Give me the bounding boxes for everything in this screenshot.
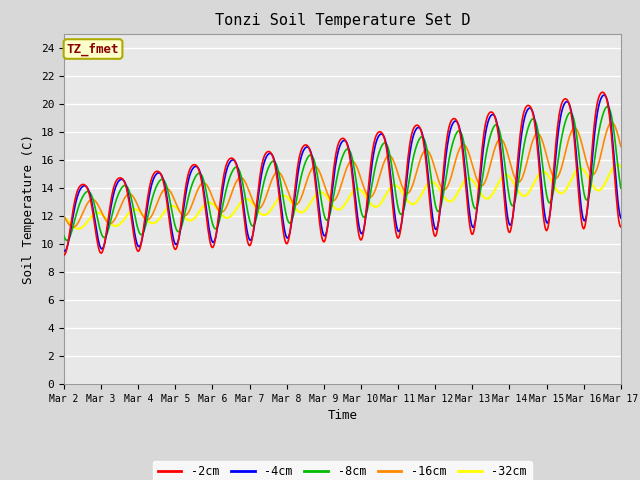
X-axis label: Time: Time [328,409,357,422]
Text: TZ_fmet: TZ_fmet [67,42,119,56]
Title: Tonzi Soil Temperature Set D: Tonzi Soil Temperature Set D [214,13,470,28]
Y-axis label: Soil Temperature (C): Soil Temperature (C) [22,134,35,284]
Legend: -2cm, -4cm, -8cm, -16cm, -32cm: -2cm, -4cm, -8cm, -16cm, -32cm [153,461,532,480]
